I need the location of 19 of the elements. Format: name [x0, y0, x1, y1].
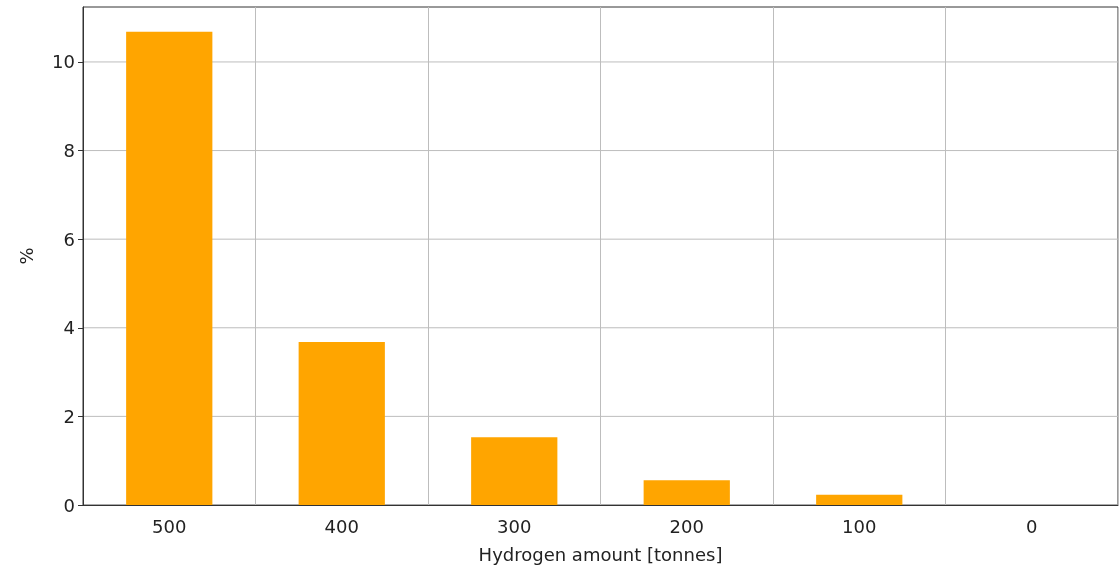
- bar: [471, 437, 558, 505]
- x-axis-title: Hydrogen amount [tonnes]: [478, 543, 723, 565]
- bar: [816, 494, 903, 505]
- y-tick-label: 2: [63, 405, 75, 427]
- y-tick-label: 4: [63, 317, 75, 339]
- bar: [298, 341, 385, 505]
- x-tick-label: 400: [324, 515, 359, 537]
- y-tick-label: 10: [52, 51, 75, 73]
- x-tick-label: 0: [1026, 515, 1038, 537]
- y-tick-label: 0: [63, 494, 75, 516]
- x-tick-label: 100: [842, 515, 877, 537]
- bar: [643, 480, 730, 505]
- x-tick-label: 500: [152, 515, 187, 537]
- y-tick-label: 6: [63, 228, 75, 250]
- bar: [126, 31, 213, 505]
- y-tick-label: 8: [63, 140, 75, 162]
- y-axis-title: %: [15, 247, 37, 265]
- x-tick-label: 200: [669, 515, 704, 537]
- x-tick-label: 300: [497, 515, 532, 537]
